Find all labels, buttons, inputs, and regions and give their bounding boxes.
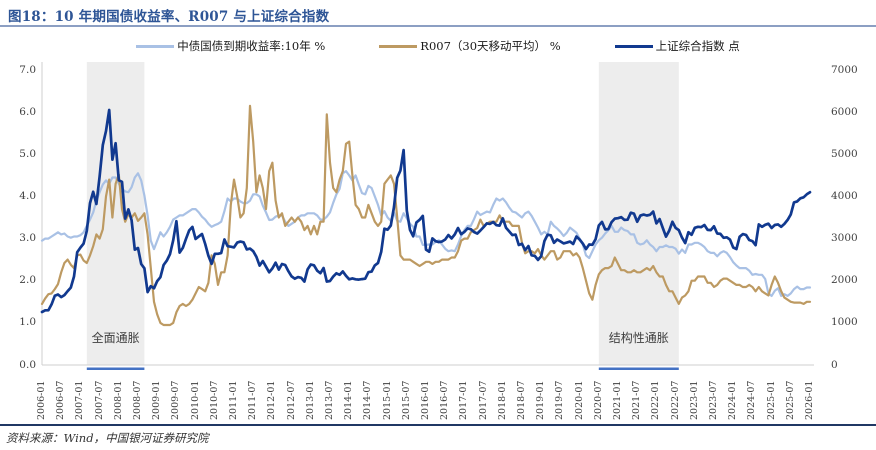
x-axis-label: 2015-01 (381, 380, 393, 420)
x-axis-label: 2013-01 (304, 380, 316, 420)
y-axis-right-label: 5000 (831, 147, 858, 160)
x-axis-label: 2019-07 (554, 380, 566, 420)
chart-title: 图18：10 年期国债收益率、R007 与上证综合指数 (8, 9, 330, 25)
line-swatch-icon (614, 44, 653, 48)
x-axis-label: 2014-07 (362, 380, 374, 420)
series-line-0 (40, 170, 812, 297)
chart-legend: 中债国债到期收益率:10年 % R007（30天移动平均） % 上证综合指数 点 (0, 38, 876, 54)
series-line-1 (40, 104, 812, 327)
x-axis-label: 2008-01 (112, 380, 124, 420)
x-axis-label: 2023-07 (708, 380, 719, 420)
x-axis-label: 2023-01 (688, 380, 700, 420)
band-label-full-inflation: 全面通胀 (91, 331, 140, 345)
x-axis-label: 2012-07 (285, 380, 297, 420)
y-axis-right-label: 3000 (831, 232, 858, 245)
x-axis-label: 2017-07 (477, 380, 489, 420)
y-axis-right-label: 2000 (831, 274, 858, 287)
legend-item-shcomp: 上证综合指数 点 (614, 38, 740, 54)
y-axis-right-label: 4000 (831, 189, 858, 202)
legend-label: R007（30天移动平均） % (420, 39, 561, 53)
y-axis-left-label: 4.0 (19, 189, 36, 202)
title-divider (0, 25, 876, 27)
x-axis-label: 2015-07 (400, 380, 412, 420)
x-axis-label: 2020-01 (573, 380, 585, 420)
legend-item-cgb10y: 中债国债到期收益率:10年 % (136, 38, 325, 54)
x-axis-label: 2022-01 (650, 380, 662, 420)
footer-divider (0, 424, 876, 426)
y-axis-left-label: 5.0 (19, 147, 36, 160)
x-axis-label: 2021-01 (612, 380, 623, 420)
y-axis-right-label: 7000 (831, 63, 858, 76)
x-axis-label: 2009-07 (170, 380, 182, 420)
x-axis-label: 2013-07 (324, 380, 335, 420)
y-axis-right-label: 6000 (831, 105, 858, 118)
y-axis-right-label: 1000 (831, 316, 858, 329)
x-axis-label: 2010-01 (189, 380, 201, 420)
inflation-band (598, 62, 679, 365)
x-axis-label: 2006-01 (36, 380, 47, 420)
x-axis-label: 2009-01 (151, 380, 163, 420)
x-axis-label: 2026-01 (804, 380, 815, 420)
x-axis-label: 2021-07 (631, 380, 643, 420)
y-axis-left-label: 0.0 (19, 358, 36, 371)
y-axis-left-label: 2.0 (19, 274, 36, 287)
x-axis-label: 2016-01 (420, 380, 431, 420)
y-axis-left-label: 7.0 (19, 63, 36, 76)
x-axis-label: 2024-01 (727, 380, 739, 420)
line-swatch-icon (379, 44, 418, 48)
y-axis-left-label: 3.0 (19, 232, 36, 245)
x-axis-label: 2025-07 (784, 380, 796, 420)
legend-item-r007: R007（30天移动平均） % (379, 38, 561, 54)
y-axis-left-label: 1.0 (19, 316, 36, 329)
x-axis-label: 2018-01 (496, 380, 508, 420)
x-axis-label: 2006-07 (55, 380, 67, 420)
legend-label: 上证综合指数 点 (655, 39, 740, 53)
band-underline (598, 367, 679, 370)
x-axis-label: 2024-07 (746, 380, 758, 420)
x-axis-label: 2007-07 (93, 380, 105, 420)
line-swatch-icon (136, 44, 175, 48)
band-underline (86, 367, 145, 370)
x-axis-label: 2016-07 (439, 380, 451, 420)
x-axis-label: 2014-01 (343, 380, 355, 420)
x-axis-label: 2018-07 (516, 380, 527, 420)
x-axis-label: 2020-07 (592, 380, 604, 420)
x-axis-label: 2012-01 (266, 380, 278, 420)
y-axis-right-label: 0 (831, 358, 838, 371)
x-axis-label: 2017-01 (458, 380, 470, 420)
x-axis-label: 2011-07 (247, 380, 259, 420)
x-axis-label: 2007-01 (74, 380, 86, 420)
x-axis-label: 2025-01 (765, 380, 777, 420)
band-label-structural-inflation: 结构性通胀 (608, 331, 669, 345)
x-axis-label: 2019-01 (535, 380, 547, 420)
series-line-2 (40, 108, 812, 314)
x-axis-label: 2011-01 (228, 380, 239, 420)
x-axis-label: 2008-07 (132, 380, 143, 420)
y-axis-left-label: 6.0 (19, 105, 36, 118)
source-note: 资料来源：Wind，中国银河证券研究院 (6, 431, 209, 445)
x-axis-label: 2010-07 (208, 380, 220, 420)
x-axis-label: 2022-07 (669, 380, 681, 420)
legend-label: 中债国债到期收益率:10年 % (177, 39, 326, 53)
